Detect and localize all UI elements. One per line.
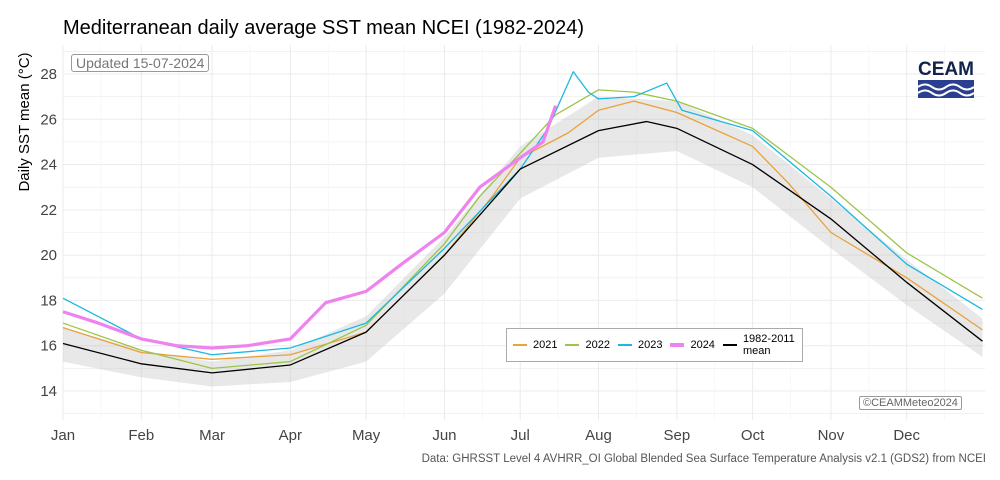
x-tick-label: Dec: [893, 427, 920, 444]
x-tick-label: Jul: [511, 427, 530, 444]
y-tick-label: 22: [40, 202, 57, 219]
legend: 2021 2022 2023 2024 1982-2011 mean: [506, 328, 803, 362]
y-tick-label: 24: [40, 157, 57, 174]
legend-label: 2023: [637, 339, 663, 351]
chart-title: Mediterranean daily average SST mean NCE…: [63, 17, 585, 39]
legend-label: 2024: [690, 339, 715, 351]
x-tick-label: May: [352, 427, 381, 444]
ceam-logo: CEAM: [917, 59, 975, 103]
y-tick-label: 18: [40, 292, 57, 309]
x-tick-label: Jan: [51, 427, 75, 444]
legend-item-2023: 2023: [617, 339, 663, 351]
legend-item-2021: 2021: [513, 339, 557, 351]
x-tick-label: Apr: [279, 427, 302, 444]
legend-label: 2022: [585, 339, 610, 351]
updated-label: Updated 15-07-2024: [71, 54, 210, 72]
x-tick-label: Nov: [818, 427, 845, 444]
legend-swatch: [722, 344, 737, 346]
legend-label: 1982-2011 mean: [742, 333, 795, 357]
legend-item-2024: 2024: [670, 339, 715, 351]
legend-swatch: [670, 343, 685, 347]
credit-label: ©CEAMMeteo2024: [859, 396, 962, 410]
source-note: Data: GHRSST Level 4 AVHRR_OI Global Ble…: [421, 453, 986, 465]
x-tick-label: Feb: [128, 427, 154, 444]
series-line-2024: [62, 105, 558, 350]
y-tick-label: 20: [40, 247, 57, 264]
x-tick-label: Aug: [585, 427, 612, 444]
legend-item-mean: 1982-2011 mean: [722, 333, 803, 357]
historical-years-band: [63, 96, 983, 387]
legend-swatch: [617, 344, 632, 346]
y-tick-label: 26: [40, 111, 57, 128]
series-line-2023: [62, 71, 983, 356]
legend-swatch: [513, 344, 527, 346]
y-tick-label: 14: [40, 383, 57, 400]
series-line-1982-2011-mean: [62, 120, 983, 374]
legend-swatch: [565, 344, 580, 346]
legend-item-2022: 2022: [565, 339, 610, 351]
legend-label: 2021: [533, 339, 558, 351]
x-tick-label: Mar: [199, 427, 225, 444]
logo-text: CEAM: [918, 59, 974, 80]
x-tick-label: Sep: [663, 427, 690, 444]
series-line-2022: [62, 89, 983, 370]
x-tick-label: Jun: [432, 427, 456, 444]
y-tick-label: 16: [40, 338, 57, 355]
wave-icon: [917, 80, 975, 98]
x-tick-label: Oct: [741, 427, 765, 444]
y-tick-label: 28: [40, 66, 57, 83]
